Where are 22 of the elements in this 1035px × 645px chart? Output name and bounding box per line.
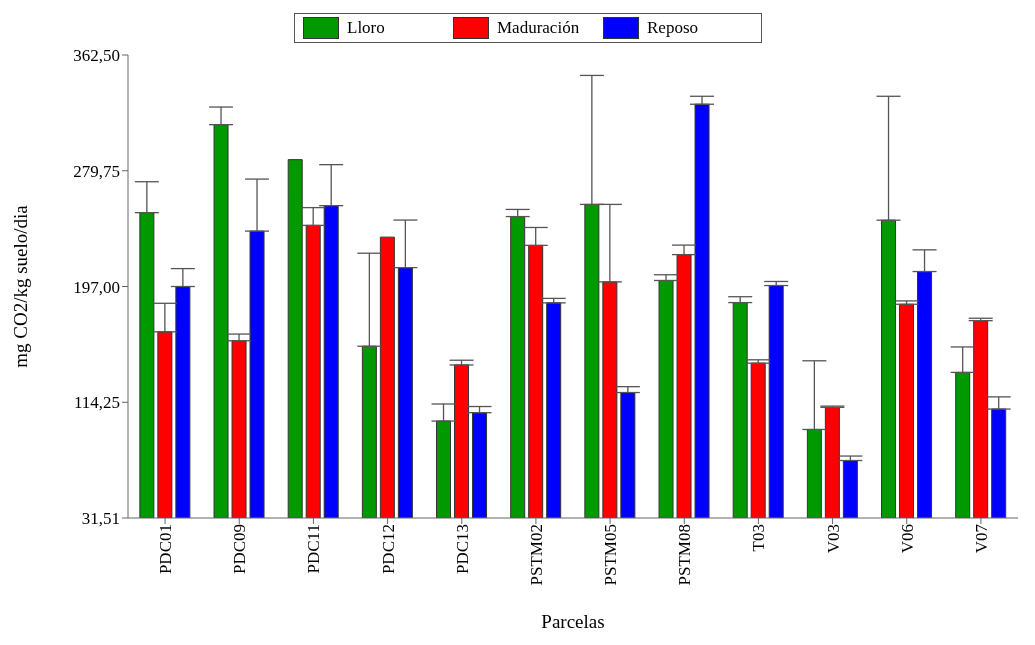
x-tick-label: PDC09 bbox=[230, 524, 250, 575]
y-tick-label: 197,00 bbox=[73, 277, 120, 297]
y-tick-label: 279,75 bbox=[73, 161, 120, 181]
x-tick-label: V03 bbox=[823, 524, 843, 554]
x-tick-label: PDC11 bbox=[304, 524, 324, 574]
y-axis-title: mg CO2/kg suelo/dia bbox=[9, 204, 31, 368]
y-tick-label: 31,51 bbox=[81, 509, 120, 529]
y-tick-label: 362,50 bbox=[73, 46, 120, 66]
x-tick-label: PSTM05 bbox=[601, 524, 621, 586]
x-tick-label: PSTM02 bbox=[526, 524, 546, 586]
x-tick-label: V06 bbox=[897, 524, 917, 554]
x-tick-label: PDC01 bbox=[156, 524, 176, 575]
x-axis-title: Parcelas bbox=[541, 611, 605, 632]
x-tick-label: PDC13 bbox=[452, 524, 472, 575]
y-tick-label: 114,25 bbox=[73, 393, 120, 413]
legend-label: Reposo bbox=[647, 18, 698, 38]
legend-label: Lloro bbox=[347, 18, 385, 38]
legend-label: Maduración bbox=[497, 18, 580, 38]
x-tick-label: T03 bbox=[749, 524, 769, 552]
x-tick-label: PSTM08 bbox=[675, 524, 695, 586]
x-tick-label: V07 bbox=[971, 523, 991, 554]
x-tick-label: PDC12 bbox=[378, 524, 398, 575]
